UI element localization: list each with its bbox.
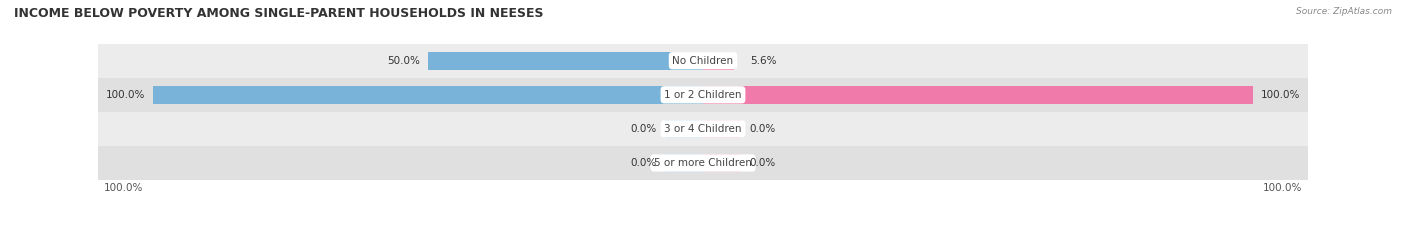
- Text: 3 or 4 Children: 3 or 4 Children: [664, 124, 742, 134]
- Text: 0.0%: 0.0%: [630, 124, 657, 134]
- Text: 50.0%: 50.0%: [387, 56, 420, 66]
- Text: 1 or 2 Children: 1 or 2 Children: [664, 90, 742, 100]
- Text: INCOME BELOW POVERTY AMONG SINGLE-PARENT HOUSEHOLDS IN NEESES: INCOME BELOW POVERTY AMONG SINGLE-PARENT…: [14, 7, 544, 20]
- Bar: [98, 112, 1308, 146]
- Bar: [153, 86, 703, 104]
- Text: 5.6%: 5.6%: [749, 56, 776, 66]
- Text: 100.0%: 100.0%: [104, 183, 143, 193]
- Text: 0.0%: 0.0%: [630, 158, 657, 168]
- Bar: [703, 120, 741, 138]
- Text: 5 or more Children: 5 or more Children: [654, 158, 752, 168]
- Text: No Children: No Children: [672, 56, 734, 66]
- Text: 0.0%: 0.0%: [749, 124, 776, 134]
- Bar: [98, 146, 1308, 180]
- Text: Source: ZipAtlas.com: Source: ZipAtlas.com: [1296, 7, 1392, 16]
- Text: 100.0%: 100.0%: [1261, 90, 1301, 100]
- Bar: [703, 154, 741, 172]
- Bar: [703, 86, 1253, 104]
- Text: 0.0%: 0.0%: [749, 158, 776, 168]
- Text: 100.0%: 100.0%: [1263, 183, 1302, 193]
- Text: 100.0%: 100.0%: [105, 90, 145, 100]
- Bar: [665, 154, 703, 172]
- Bar: [98, 44, 1308, 78]
- Bar: [703, 52, 734, 70]
- Bar: [665, 120, 703, 138]
- Bar: [98, 78, 1308, 112]
- Bar: [429, 52, 703, 70]
